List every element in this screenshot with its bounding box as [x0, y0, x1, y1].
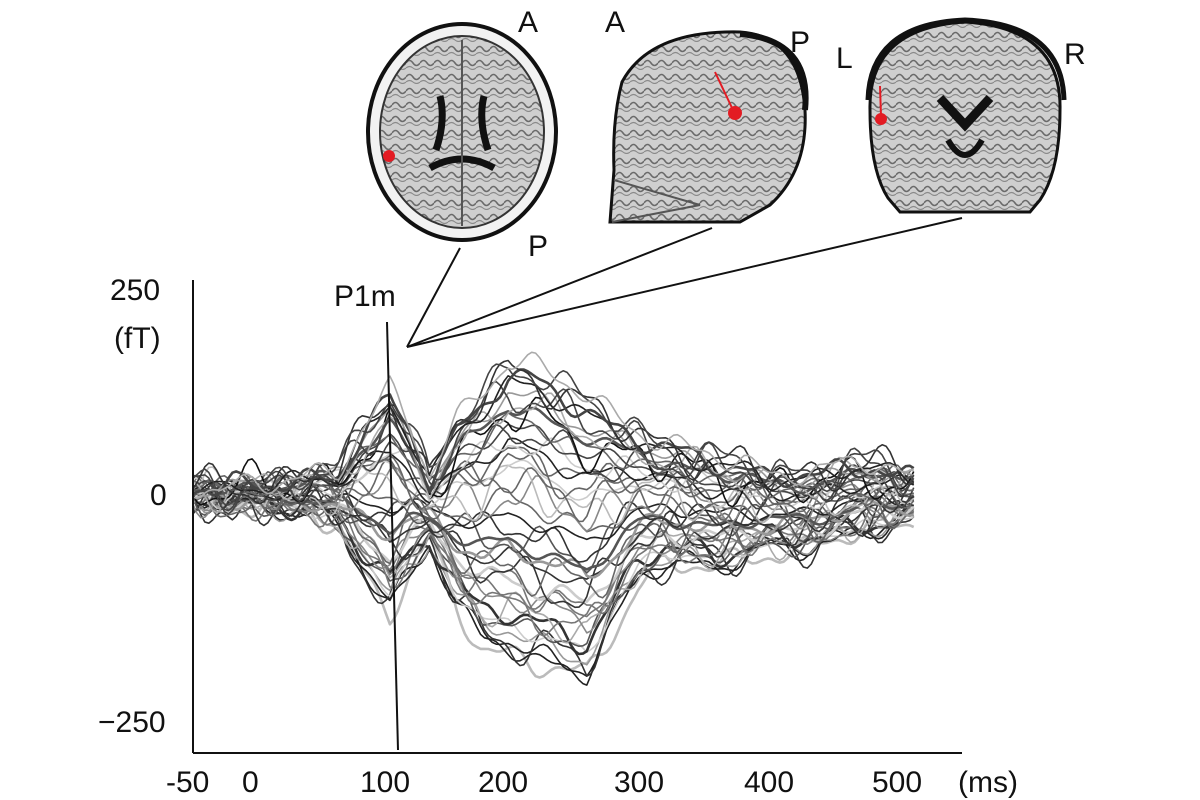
sensor-waveform	[192, 477, 914, 574]
dipole-marker-axial	[383, 150, 395, 162]
x-axis-unit: (ms)	[958, 766, 1018, 799]
sensor-waveform	[192, 363, 915, 506]
coronal-orientation-label-a: L	[836, 42, 853, 75]
x-tick-label-400: 400	[744, 766, 794, 799]
mri-axial-view: A P	[366, 6, 558, 263]
p1m-label: P1m	[334, 280, 396, 313]
dipole-marker-sagittal	[728, 106, 742, 120]
axial-orientation-label-a: A	[518, 6, 538, 39]
sensor-waveform	[192, 423, 915, 512]
dipole-marker-coronal	[875, 113, 887, 125]
y-tick-label-minus-250: −250	[98, 706, 166, 739]
y-tick-label-0: 0	[150, 479, 167, 512]
sensor-waveforms	[192, 351, 915, 686]
axial-orientation-label-b: P	[528, 230, 548, 263]
x-tick-label-300: 300	[614, 766, 664, 799]
sensor-waveform	[192, 479, 915, 533]
butterfly-plot: P1m 250 (fT) 0 −250 -50 0 100 200 300 40…	[98, 274, 1018, 799]
mri-coronal-view: L R	[836, 17, 1086, 214]
sensor-waveform	[192, 494, 914, 647]
x-tick-label-100: 100	[360, 766, 410, 799]
sagittal-orientation-label-b: P	[790, 26, 810, 59]
connector-line-coronal	[406, 217, 963, 348]
sensor-waveform	[192, 437, 915, 504]
y-axis-unit: (fT)	[114, 322, 161, 355]
coronal-orientation-label-b: R	[1064, 38, 1086, 71]
mri-sagittal-view: A P	[605, 6, 810, 224]
sagittal-orientation-label-a: A	[605, 6, 625, 39]
sensor-waveform	[192, 484, 915, 656]
connector-line-axial	[406, 247, 461, 348]
connector-line-sagittal	[406, 227, 713, 348]
sensor-waveform	[192, 351, 915, 500]
p1m-latency-marker	[386, 321, 399, 751]
y-tick-label-250: 250	[110, 274, 160, 307]
x-tick-label-500: 500	[872, 766, 922, 799]
x-tick-label-200: 200	[478, 766, 528, 799]
x-tick-label-0: 0	[242, 766, 259, 799]
sensor-waveform	[192, 480, 914, 637]
sensor-waveform	[192, 392, 914, 514]
x-tick-label-minus-50: -50	[166, 766, 209, 799]
